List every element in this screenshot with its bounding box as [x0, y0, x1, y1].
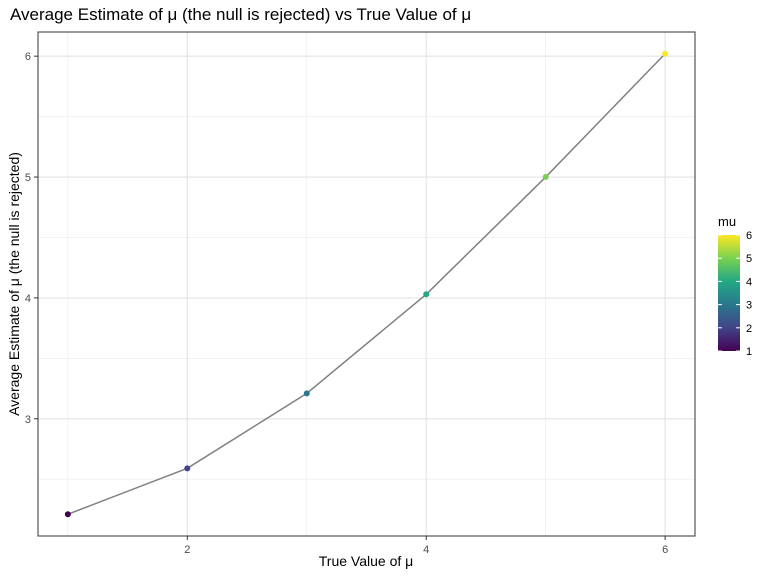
legend-title: mu	[718, 214, 736, 229]
plot-panel	[37, 31, 696, 537]
x-tick-label: 6	[662, 544, 668, 556]
y-tick-label: 3	[25, 414, 31, 426]
y-tick-label: 4	[25, 293, 31, 305]
legend-label: 1	[746, 346, 752, 358]
y-tick-label: 5	[25, 172, 31, 184]
legend-label: 6	[746, 230, 752, 242]
legend-label: 2	[746, 323, 752, 335]
y-tick-label: 6	[25, 51, 31, 63]
legend-label: 5	[746, 253, 752, 265]
chart-title: Average Estimate of μ (the null is rejec…	[10, 5, 471, 24]
y-axis: 3 4 5 6	[25, 51, 38, 426]
y-axis-title: Average Estimate of μ (the null is rejec…	[6, 152, 22, 416]
data-point	[542, 174, 549, 181]
x-tick-label: 4	[423, 544, 429, 556]
legend: mu 1 2 3 4 5 6	[718, 214, 752, 358]
legend-ticks: 1 2 3 4 5 6	[718, 230, 752, 358]
legend-label: 4	[746, 276, 752, 288]
data-point	[423, 291, 430, 298]
data-point	[184, 465, 191, 472]
data-points	[64, 50, 669, 518]
data-point	[662, 50, 669, 57]
grid-major	[38, 32, 695, 536]
grid-minor	[38, 32, 695, 536]
data-point	[303, 390, 310, 397]
x-axis-title: True Value of μ	[319, 553, 413, 569]
data-point	[64, 511, 71, 518]
series-line	[67, 53, 666, 515]
x-tick-label: 2	[184, 544, 190, 556]
legend-label: 3	[746, 300, 752, 312]
legend-colorbar	[718, 235, 740, 351]
x-axis: 2 4 6	[184, 536, 668, 556]
